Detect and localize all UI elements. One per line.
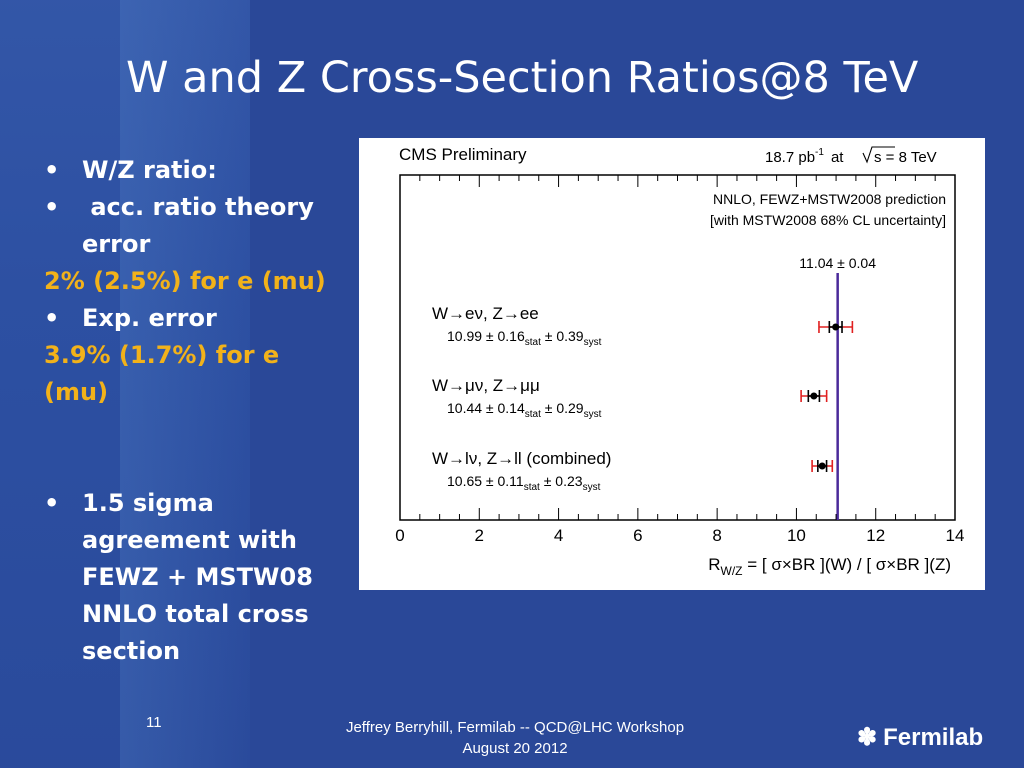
chart-header-left: CMS Preliminary (399, 145, 527, 164)
measurement-label-combined: W→lν, Z→ll (combined) 10.65 ± 0.11stat ±… (432, 449, 611, 493)
lumi-value: 18.7 pb (765, 149, 815, 166)
measurement-label-mu: W→μν, Z→μμ 10.44 ± 0.14stat ± 0.29syst (432, 376, 602, 420)
stat-subscript: stat (524, 482, 540, 493)
page-number: 11 (146, 714, 162, 731)
x-axis-label: RW/Z = [ σ×BR ](W) / [ σ×BR ](Z) (708, 555, 951, 578)
bullet-item-exp-error: • Exp. error (44, 300, 344, 337)
data-point-marker (810, 393, 817, 400)
x-tick-label: 14 (946, 526, 965, 545)
measurement-label: W→μν, Z→μμ (432, 376, 540, 395)
footer-line-1: Jeffrey Berryhill, Fermilab -- QCD@LHC W… (300, 717, 730, 738)
x-tick-label: 8 (712, 526, 721, 545)
chart-panel: CMS Preliminary 18.7 pb-1 at s = 8 TeV NN… (359, 138, 985, 590)
syst-subscript: syst (583, 482, 601, 493)
x-tick-label: 6 (633, 526, 642, 545)
bullet-item-theory-error: • acc. ratio theory error (44, 189, 344, 263)
x-tick-label: 2 (475, 526, 484, 545)
chart-lumi: 18.7 pb-1 at (765, 147, 844, 166)
measurement-label: W→eν, Z→ee (432, 304, 539, 323)
value-text: 10.99 ± 0.16 (447, 328, 525, 344)
bullet-item-wz-ratio: • W/Z ratio: (44, 152, 344, 189)
measurement-point-2 (812, 460, 832, 472)
chart-sqrt-s: s = 8 TeV (874, 149, 937, 166)
bullet-dot: • (44, 189, 64, 226)
highlight-exp-error-value: 3.9% (1.7%) for e (mu) (44, 337, 344, 411)
ratio-chart: CMS Preliminary 18.7 pb-1 at s = 8 TeV NN… (359, 138, 985, 590)
syst-subscript: syst (584, 409, 602, 420)
bullet-list: • W/Z ratio: • acc. ratio theory error 2… (44, 152, 344, 670)
fermilab-logo: ✽ Fermilab (857, 723, 983, 752)
prediction-label-1: NNLO, FEWZ+MSTW2008 prediction (713, 191, 946, 207)
bullet-text: W/Z ratio: (82, 156, 217, 184)
prediction-label-2: [with MSTW2008 68% CL uncertainty] (710, 212, 946, 228)
data-point-marker (819, 463, 826, 470)
footer: Jeffrey Berryhill, Fermilab -- QCD@LHC W… (300, 717, 730, 759)
footer-line-2: August 20 2012 (300, 738, 730, 759)
prediction-value: 11.04 ± 0.04 (799, 255, 876, 271)
measurement-label: W→lν, Z→ll (combined) (432, 449, 611, 468)
slide-title: W and Z Cross-Section Ratios@8 TeV (126, 50, 1006, 106)
x-tick-label: 12 (866, 526, 885, 545)
data-points (801, 321, 852, 472)
bullet-text: 1.5 sigma agreement with FEWZ + MSTW08 N… (82, 489, 313, 665)
syst-text: ± 0.23 (540, 473, 583, 489)
syst-text: ± 0.39 (541, 328, 584, 344)
bullet-dot: • (44, 152, 64, 189)
bullet-text: acc. ratio theory error (82, 193, 322, 258)
measurement-label-e: W→eν, Z→ee 10.99 ± 0.16stat ± 0.39syst (432, 304, 602, 348)
measurement-value: 10.44 ± 0.14stat ± 0.29syst (447, 400, 602, 420)
value-text: 10.65 ± 0.11 (447, 473, 524, 489)
measurement-point-1 (801, 390, 827, 402)
bullet-text: Exp. error (82, 304, 217, 332)
highlight-theory-error-value: 2% (2.5%) for e (mu) (44, 263, 344, 300)
measurement-value: 10.99 ± 0.16stat ± 0.39syst (447, 328, 602, 348)
fermilab-mark-icon: ✽ (857, 723, 877, 752)
bullet-dot: • (44, 485, 64, 522)
value-text: 10.44 ± 0.14 (447, 400, 525, 416)
bullet-spacer (44, 411, 344, 485)
logo-text: Fermilab (883, 724, 983, 752)
xlabel-rest: = [ σ×BR ](W) / [ σ×BR ](Z) (743, 555, 951, 574)
x-tick-label: 4 (554, 526, 563, 545)
xlabel-main: R (708, 555, 720, 574)
lumi-exponent: -1 (815, 147, 824, 158)
stat-subscript: stat (525, 409, 541, 420)
x-tick-label: 0 (395, 526, 404, 545)
measurement-point-0 (819, 321, 852, 333)
stat-subscript: stat (525, 337, 541, 348)
data-point-marker (832, 324, 839, 331)
lumi-at: at (831, 149, 844, 166)
xlabel-sub: W/Z (721, 564, 743, 578)
bullet-item-agreement: • 1.5 sigma agreement with FEWZ + MSTW08… (44, 485, 344, 670)
x-axis: 0 2 4 6 8 10 12 14 (395, 175, 964, 545)
x-tick-label: 10 (787, 526, 806, 545)
syst-subscript: syst (584, 337, 602, 348)
syst-text: ± 0.29 (541, 400, 584, 416)
measurement-value: 10.65 ± 0.11stat ± 0.23syst (447, 473, 601, 493)
bullet-dot: • (44, 300, 64, 337)
